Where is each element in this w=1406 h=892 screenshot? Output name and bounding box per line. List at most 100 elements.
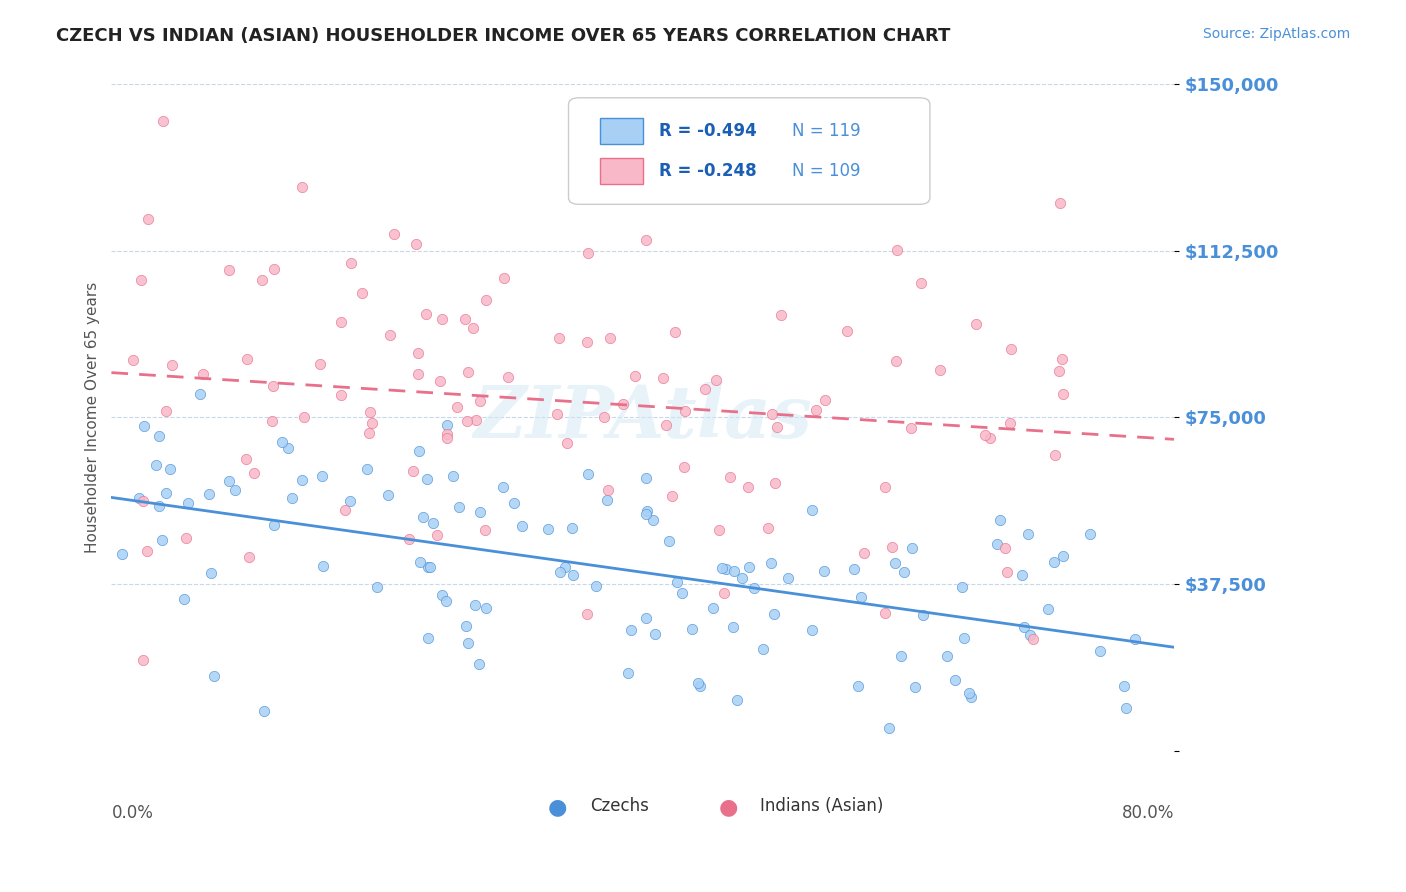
Point	[356, 462, 378, 476]
Point	[1115, 700, 1137, 714]
Point	[912, 607, 935, 622]
Point	[136, 543, 159, 558]
Point	[491, 480, 513, 494]
Point	[886, 244, 908, 258]
Point	[576, 467, 599, 482]
Point	[851, 590, 873, 604]
Point	[990, 513, 1012, 527]
Point	[979, 431, 1001, 445]
Point	[875, 480, 897, 494]
Point	[617, 665, 640, 680]
Point	[464, 598, 486, 612]
Point	[707, 523, 730, 537]
Text: Czechs: Czechs	[589, 797, 648, 815]
Point	[132, 493, 155, 508]
Point	[263, 518, 285, 533]
Point	[422, 516, 444, 530]
Point	[152, 533, 174, 548]
Point	[308, 357, 330, 371]
Point	[950, 580, 973, 594]
Point	[634, 233, 657, 247]
Point	[759, 556, 782, 570]
Point	[429, 374, 451, 388]
Point	[200, 566, 222, 580]
Point	[406, 346, 429, 360]
Point	[585, 579, 607, 593]
Point	[704, 373, 727, 387]
Point	[681, 622, 703, 636]
Point	[655, 417, 678, 432]
Point	[900, 421, 922, 435]
Point	[695, 382, 717, 396]
Point	[880, 540, 903, 554]
Point	[218, 263, 240, 277]
Point	[277, 441, 299, 455]
Point	[236, 351, 259, 366]
Point	[537, 522, 560, 536]
Point	[994, 541, 1017, 556]
Point	[756, 521, 779, 535]
Point	[624, 369, 647, 384]
Point	[901, 541, 924, 556]
Point	[1080, 527, 1102, 541]
Point	[1036, 602, 1059, 616]
Text: 0.0%: 0.0%	[111, 804, 153, 822]
Text: ●: ●	[548, 797, 568, 817]
Point	[1123, 632, 1146, 646]
Point	[593, 409, 616, 424]
Point	[1049, 195, 1071, 210]
Point	[1011, 568, 1033, 582]
Point	[952, 632, 974, 646]
Point	[260, 414, 283, 428]
Point	[121, 352, 143, 367]
Point	[742, 581, 765, 595]
Point	[842, 562, 865, 576]
Point	[136, 212, 159, 227]
Point	[554, 560, 576, 574]
Point	[496, 370, 519, 384]
Point	[111, 547, 134, 561]
Point	[1000, 342, 1022, 356]
Point	[475, 293, 498, 307]
Point	[689, 679, 711, 693]
Point	[904, 680, 927, 694]
Point	[128, 491, 150, 505]
Point	[965, 317, 987, 331]
Point	[835, 324, 858, 338]
Point	[402, 464, 425, 478]
Point	[1021, 632, 1043, 646]
Point	[475, 601, 498, 615]
Point	[702, 600, 724, 615]
Point	[243, 467, 266, 481]
Point	[218, 474, 240, 488]
Point	[312, 559, 335, 574]
Bar	[600, 158, 643, 185]
Point	[763, 476, 786, 491]
Point	[723, 564, 745, 578]
Point	[361, 416, 384, 430]
Point	[752, 641, 775, 656]
Point	[846, 679, 869, 693]
Point	[929, 363, 952, 377]
Point	[359, 405, 381, 419]
Point	[562, 567, 585, 582]
Point	[357, 425, 380, 440]
Point	[960, 690, 983, 705]
Point	[636, 504, 658, 518]
Point	[596, 493, 619, 508]
Point	[447, 500, 470, 514]
Point	[651, 371, 673, 385]
Point	[561, 521, 583, 535]
Point	[713, 586, 735, 600]
Point	[339, 494, 361, 508]
Point	[973, 427, 995, 442]
Point	[145, 458, 167, 473]
Point	[292, 409, 315, 424]
Point	[721, 620, 744, 634]
Point	[352, 285, 374, 300]
Point	[193, 368, 215, 382]
Point	[612, 397, 634, 411]
Point	[291, 180, 314, 194]
Point	[1019, 628, 1042, 642]
Point	[454, 312, 477, 326]
